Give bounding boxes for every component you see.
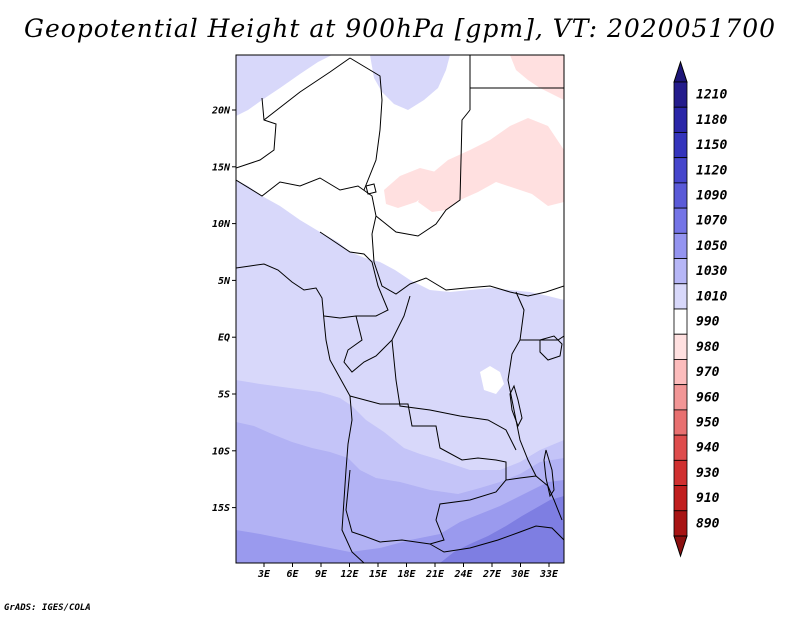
border-congo xyxy=(343,295,517,451)
border-drc-angola xyxy=(345,395,507,545)
colorbar-bottom-arrow xyxy=(673,535,688,558)
colorbar-label: 1120 xyxy=(696,163,727,178)
border-south xyxy=(429,525,564,553)
lon-tick-label: 21E xyxy=(425,569,445,580)
lon-tick-label: 18E xyxy=(397,569,416,580)
colorbar-label: 1150 xyxy=(696,138,727,153)
lat-tick-label: 20N xyxy=(211,106,231,117)
colorbar-label: 1180 xyxy=(696,113,727,128)
colorbar-label: 940 xyxy=(696,441,720,456)
field-lavender-northwest xyxy=(236,55,332,116)
colorbar-label: 990 xyxy=(696,315,720,330)
colorbar-label: 930 xyxy=(696,466,720,481)
colorbar-swatch xyxy=(673,157,688,184)
field-pink-northeast xyxy=(510,55,564,100)
lake-chad xyxy=(365,183,377,195)
field-lavender-north xyxy=(370,55,450,110)
lon-tick-label: 6E xyxy=(286,569,299,580)
field-white-patch-south xyxy=(480,366,504,394)
border-central xyxy=(371,109,564,297)
lon-tick-label: 15E xyxy=(369,569,388,580)
border-cameroon xyxy=(319,231,389,319)
colorbar-swatch xyxy=(673,207,688,234)
colorbar-swatch xyxy=(673,333,688,360)
colorbar-label: 1050 xyxy=(696,239,727,254)
lon-tick-label: 12E xyxy=(340,569,359,580)
country-borders xyxy=(236,55,564,563)
lat-tick-label: EQ xyxy=(218,333,230,344)
colorbar-swatch xyxy=(673,258,688,285)
lon-tick-label: 3E xyxy=(257,569,271,580)
chart-title: Geopotential Height at 900hPa [gpm], VT:… xyxy=(23,14,777,43)
lon-tick-label: 33E xyxy=(539,569,559,580)
colorbar-label: 1070 xyxy=(696,214,727,229)
colorbar-swatch xyxy=(673,283,688,310)
lat-tick-label: 15S xyxy=(212,503,230,514)
grads-credit: GrADS: IGES/COLA xyxy=(4,603,91,613)
colorbar-swatch xyxy=(673,308,688,335)
colorbar-swatch xyxy=(673,132,688,159)
colorbar-top-arrow xyxy=(673,60,688,83)
lat-tick-label: 5N xyxy=(218,276,231,287)
colorbar-swatch xyxy=(673,106,688,133)
colorbar-label: 960 xyxy=(696,390,720,405)
field-band-5 xyxy=(440,496,564,563)
longitude-axis: 3E 6E 9E 12E 15E 18E 21E 24E 27E 30E 33E xyxy=(257,563,559,580)
colorbar-label: 1010 xyxy=(696,289,727,304)
lon-tick-label: 9E xyxy=(315,569,328,580)
colorbar-label: 980 xyxy=(696,340,720,355)
colorbar-swatch xyxy=(673,81,688,108)
colorbar-label: 890 xyxy=(696,516,720,531)
colorbar-swatch xyxy=(673,409,688,436)
colorbar-label: 1030 xyxy=(696,264,727,279)
colorbar-label: 1090 xyxy=(696,189,727,204)
colorbar-label: 910 xyxy=(696,491,720,506)
lat-tick-label: 15N xyxy=(212,162,231,173)
lat-tick-label: 5S xyxy=(218,390,230,401)
latitude-axis: 20N 15N 10N 5N EQ 5S 10S 15S xyxy=(211,106,236,514)
border-west xyxy=(236,97,377,235)
field-pink-east xyxy=(418,118,564,212)
lake-tanganyika xyxy=(509,384,523,428)
border-north xyxy=(263,55,564,191)
map-frame xyxy=(235,54,565,564)
colorbar-swatch xyxy=(673,359,688,386)
colorbar-label: 1210 xyxy=(696,88,727,103)
colorbar-label: 950 xyxy=(696,416,720,431)
colorbar-swatch xyxy=(673,459,688,486)
colorbar-swatch xyxy=(673,510,688,537)
colorbar-swatch xyxy=(673,384,688,411)
colorbar-swatch xyxy=(673,232,688,259)
colorbar-label: 970 xyxy=(696,365,720,380)
field-pink-central xyxy=(384,168,436,208)
lon-tick-label: 24E xyxy=(453,569,473,580)
lon-tick-label: 27E xyxy=(482,569,502,580)
lat-tick-label: 10N xyxy=(212,219,231,230)
lon-tick-label: 30E xyxy=(510,569,530,580)
coastline xyxy=(236,263,365,563)
lat-tick-label: 10S xyxy=(212,446,230,457)
lake-victoria xyxy=(539,335,563,361)
geopotential-field xyxy=(236,55,564,563)
colorbar-swatch xyxy=(673,485,688,512)
colorbar-swatch xyxy=(673,182,688,209)
lake-malawi xyxy=(543,449,555,498)
colorbar-swatch xyxy=(673,434,688,461)
colorbar: 1210 1180 1150 1120 1090 1070 1050 1030 1010 990 9… xyxy=(673,60,727,558)
